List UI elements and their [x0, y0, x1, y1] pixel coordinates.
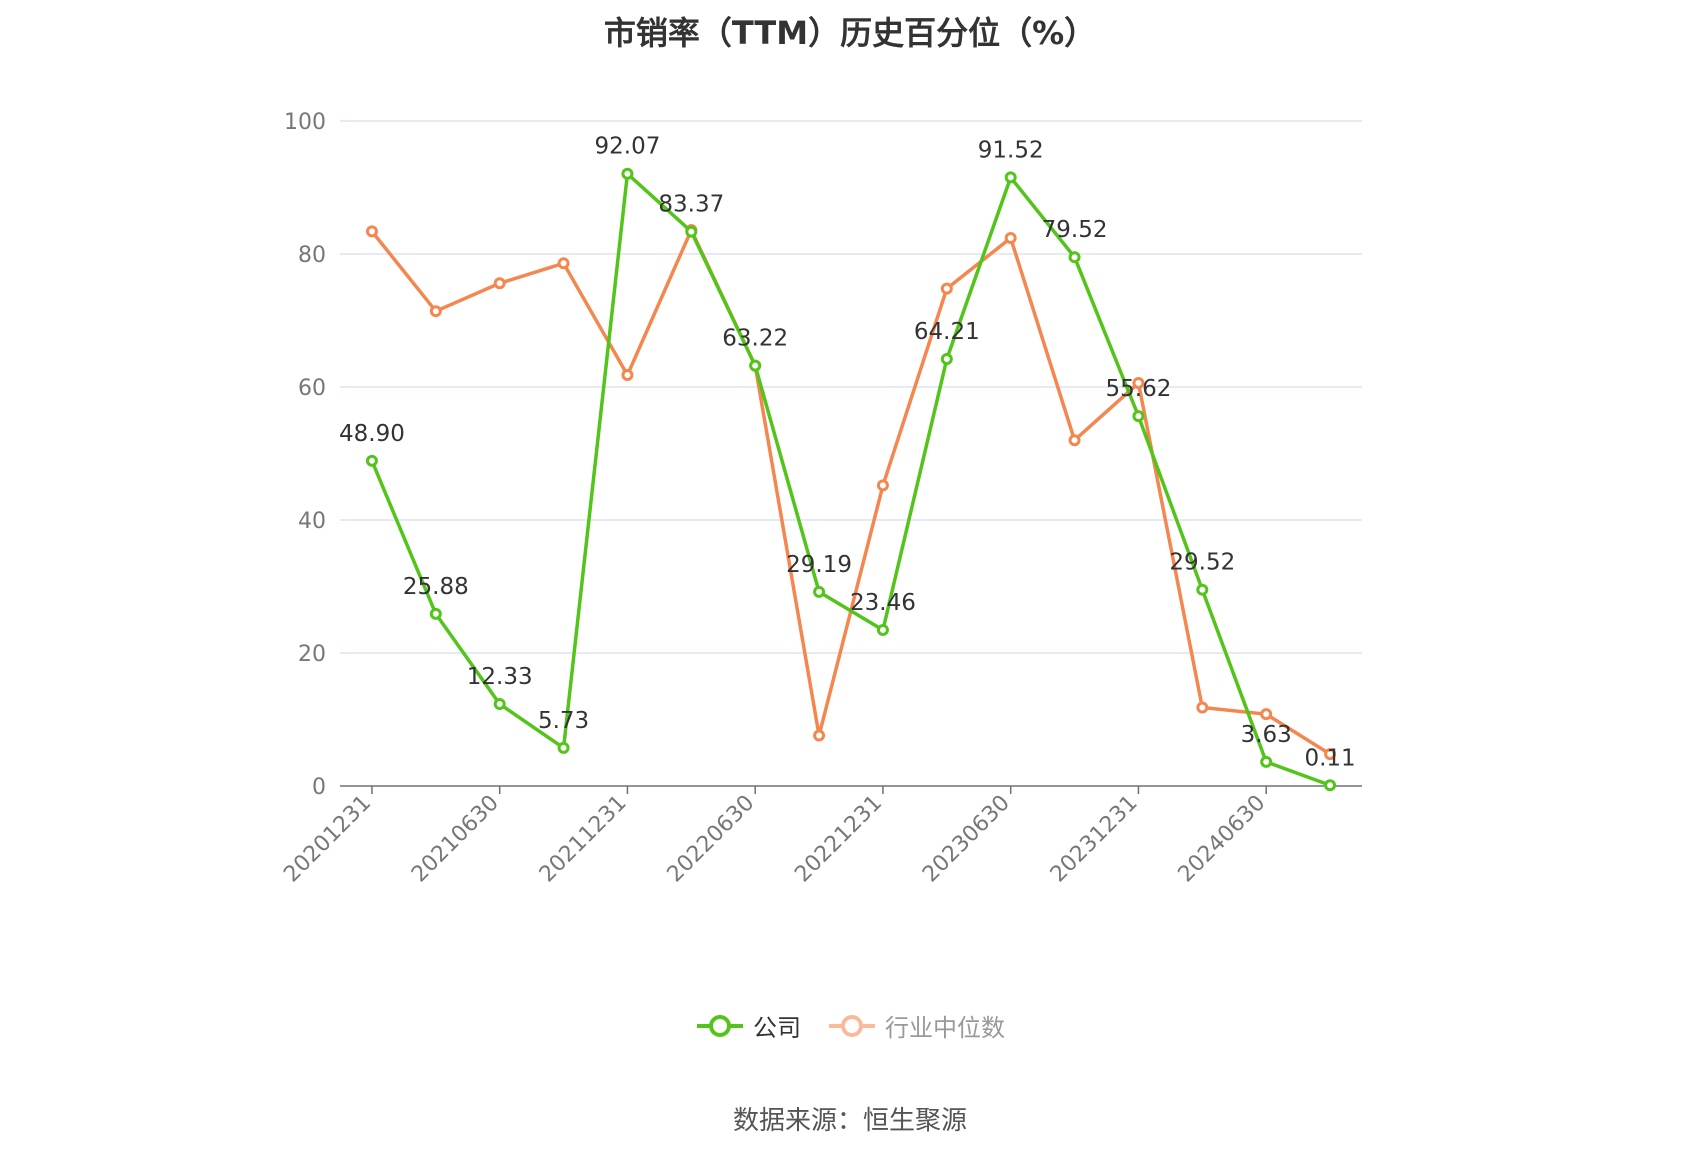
y-tick-label: 20	[298, 642, 326, 667]
company-legend-icon	[697, 1014, 743, 1037]
data-point	[493, 698, 506, 711]
legend-item-company[interactable]: 公司	[695, 1008, 801, 1043]
data-label: 92.07	[595, 134, 661, 160]
data-point	[1068, 434, 1081, 447]
chart-title: 市销率（TTM）历史百分位（%）	[603, 14, 1097, 52]
data-point	[493, 277, 506, 290]
data-label: 91.52	[978, 137, 1044, 163]
x-tick-label: 20201231	[279, 791, 376, 888]
data-point	[1004, 232, 1017, 245]
data-point	[557, 741, 570, 754]
data-label: 12.33	[467, 664, 533, 690]
data-label: 79.52	[1042, 217, 1108, 243]
data-label: 63.22	[722, 326, 788, 352]
data-label: 23.46	[850, 590, 916, 616]
data-label: 3.63	[1241, 722, 1292, 748]
data-point	[429, 607, 442, 620]
source-note: 数据来源：恒生聚源	[732, 1106, 967, 1136]
y-tick-label: 100	[284, 110, 326, 135]
data-point	[1324, 779, 1337, 792]
data-point	[813, 585, 826, 598]
data-point	[749, 359, 762, 372]
data-label: 0.11	[1304, 745, 1355, 771]
data-label: 64.21	[914, 319, 980, 345]
y-tick-label: 80	[298, 243, 326, 268]
legend-label-industry: 行业中位数	[885, 1014, 1005, 1042]
x-tick-label: 20221231	[790, 791, 887, 888]
industry-legend-icon	[829, 1014, 875, 1037]
data-point	[1196, 583, 1209, 596]
x-tick-label: 20240630	[1174, 791, 1271, 888]
data-point	[940, 282, 953, 295]
data-label: 48.90	[339, 421, 405, 447]
y-tick-label: 0	[312, 775, 326, 800]
data-point	[621, 167, 634, 180]
legend-label-company: 公司	[753, 1014, 801, 1042]
data-label: 83.37	[658, 192, 724, 218]
data-point	[876, 623, 889, 636]
data-point	[1196, 701, 1209, 714]
x-tick-label: 20231231	[1046, 791, 1143, 888]
data-point	[1260, 708, 1273, 721]
line-chart: 0 20 40 60 80 100 20201231 20210630 20211231 2022…	[279, 110, 1362, 887]
y-tick-label: 40	[298, 509, 326, 534]
y-tick-label: 60	[298, 376, 326, 401]
data-point	[1132, 410, 1145, 423]
legend-item-industry[interactable]: 行业中位数	[827, 1008, 1005, 1043]
data-point	[813, 729, 826, 742]
data-point	[1260, 755, 1273, 768]
data-point	[940, 353, 953, 366]
legend: 公司 行业中位数	[0, 1008, 1700, 1043]
data-label: 29.52	[1169, 550, 1235, 576]
data-point	[621, 369, 634, 382]
x-tick-label: 20230630	[918, 791, 1015, 888]
data-point	[1324, 748, 1337, 761]
data-label: 5.73	[538, 708, 589, 734]
data-point	[1068, 251, 1081, 264]
data-label: 55.62	[1106, 376, 1172, 402]
data-labels: 48.90 25.88 12.335.73 92.07 83.37 63.22 29.19 2…	[339, 134, 1356, 772]
data-point	[365, 454, 378, 467]
data-label: 29.19	[786, 552, 852, 578]
series-lines	[365, 167, 1337, 792]
x-tick-label: 20210630	[407, 791, 504, 888]
axes: 0 20 40 60 80 100 20201231 20210630 20211231 2022…	[279, 110, 1362, 887]
series-line	[370, 171, 1331, 787]
data-point	[1004, 171, 1017, 184]
data-point	[429, 305, 442, 318]
x-tick-label: 20211231	[535, 791, 632, 888]
x-tick-label: 20220630	[663, 791, 760, 888]
data-point	[365, 225, 378, 238]
data-label: 25.88	[403, 574, 469, 600]
data-point	[876, 479, 889, 492]
data-point	[1132, 377, 1145, 390]
data-point	[685, 225, 698, 238]
data-point	[557, 257, 570, 270]
